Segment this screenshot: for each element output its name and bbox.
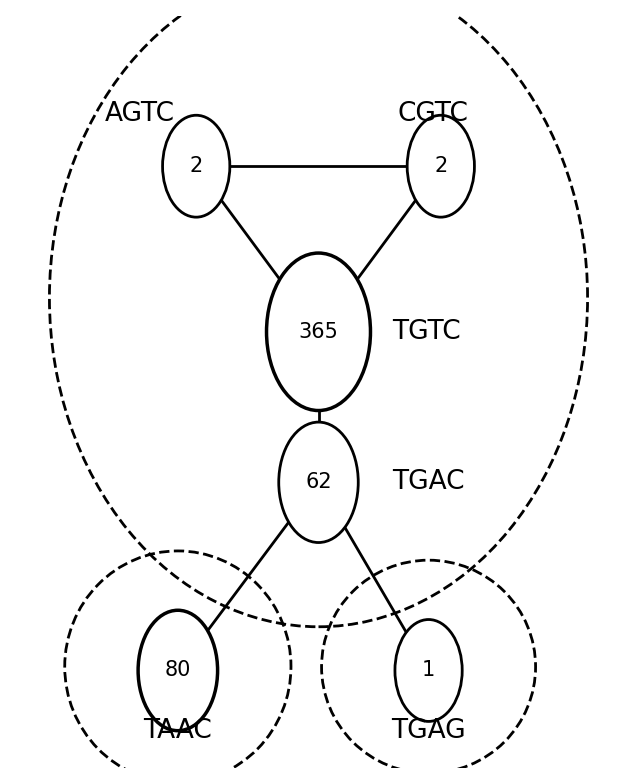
- Ellipse shape: [279, 422, 358, 543]
- Text: 365: 365: [299, 321, 338, 342]
- Text: AGTC: AGTC: [104, 100, 175, 126]
- Text: TGAG: TGAG: [391, 717, 466, 744]
- Text: 2: 2: [434, 156, 447, 176]
- Ellipse shape: [407, 115, 475, 217]
- Ellipse shape: [395, 619, 462, 721]
- Text: 62: 62: [305, 472, 332, 492]
- Text: TGAC: TGAC: [392, 470, 464, 495]
- Text: TAAC: TAAC: [143, 717, 212, 744]
- Text: CGTC: CGTC: [398, 100, 469, 126]
- Ellipse shape: [162, 115, 230, 217]
- Text: TGTC: TGTC: [392, 319, 461, 345]
- Ellipse shape: [138, 610, 218, 731]
- Text: 80: 80: [164, 660, 191, 681]
- Text: 1: 1: [422, 660, 435, 681]
- Text: 2: 2: [190, 156, 203, 176]
- Ellipse shape: [266, 253, 371, 411]
